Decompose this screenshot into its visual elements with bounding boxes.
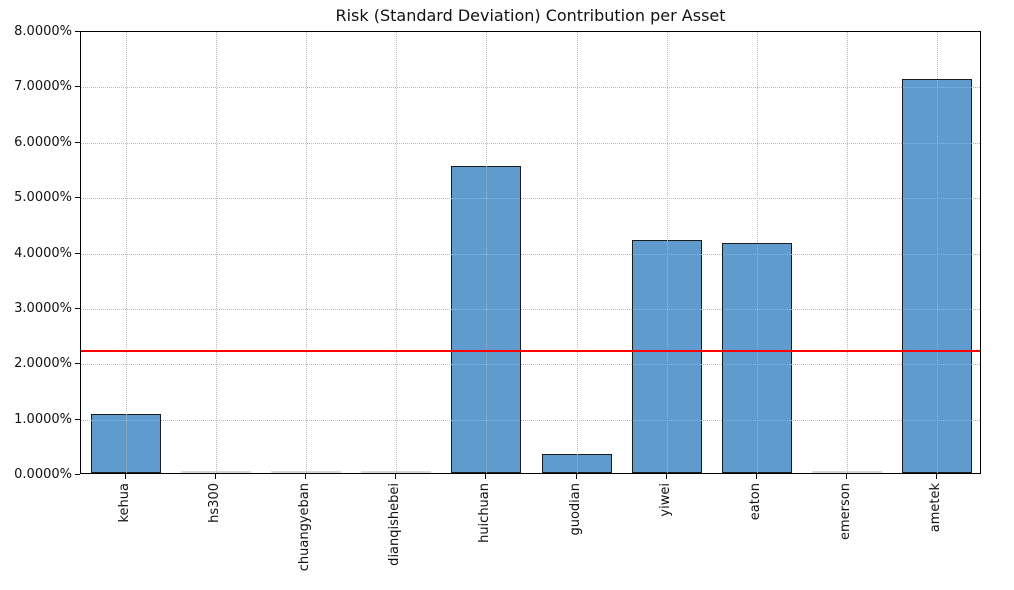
vertical-gridline xyxy=(756,32,758,473)
y-tick-mark xyxy=(75,141,80,143)
horizontal-gridline xyxy=(81,308,980,310)
vertical-gridline xyxy=(846,32,848,473)
chart-title: Risk (Standard Deviation) Contribution p… xyxy=(335,6,726,25)
x-tick-label-guodian: guodian xyxy=(567,483,583,536)
y-tick-label: 6.0000% xyxy=(14,134,72,150)
x-tick-label-dianqishebei: dianqishebei xyxy=(387,483,403,566)
x-tick-mark xyxy=(395,474,397,479)
x-tick-label-chuangyeban: chuangyeban xyxy=(297,483,313,572)
plot-area xyxy=(80,31,981,474)
y-tick-mark xyxy=(75,197,80,199)
y-tick-mark xyxy=(75,474,80,475)
x-tick-mark xyxy=(935,474,937,479)
y-tick-mark xyxy=(75,31,80,32)
vertical-gridline xyxy=(576,32,578,473)
y-tick-mark xyxy=(75,307,80,309)
horizontal-gridline xyxy=(81,142,980,144)
x-tick-label-kehua: kehua xyxy=(117,483,132,523)
vertical-gridline xyxy=(666,32,668,473)
horizontal-gridline xyxy=(81,253,980,255)
y-tick-mark xyxy=(75,363,80,365)
y-tick-mark xyxy=(75,86,80,88)
mean-risk-line xyxy=(81,349,980,352)
x-tick-mark xyxy=(575,474,577,479)
vertical-gridline xyxy=(486,32,488,473)
y-tick-label: 3.0000% xyxy=(14,300,72,316)
x-tick-mark xyxy=(755,474,757,479)
x-tick-mark xyxy=(215,474,217,479)
x-tick-mark xyxy=(665,474,667,479)
x-tick-mark xyxy=(485,474,487,479)
y-tick-label: 7.0000% xyxy=(14,79,72,95)
horizontal-gridline xyxy=(81,419,980,421)
y-tick-mark xyxy=(75,418,80,420)
vertical-gridline xyxy=(936,32,938,473)
x-tick-mark xyxy=(305,474,307,479)
y-tick-label: 4.0000% xyxy=(14,245,72,261)
horizontal-gridline xyxy=(81,87,980,89)
x-tick-label-eaton: eaton xyxy=(747,483,763,521)
x-tick-label-hs300: hs300 xyxy=(207,483,223,523)
x-tick-label-yiwei: yiwei xyxy=(657,483,673,517)
y-tick-label: 1.0000% xyxy=(14,411,72,427)
x-tick-mark xyxy=(845,474,847,479)
y-tick-mark xyxy=(75,252,80,254)
vertical-gridline xyxy=(126,32,127,473)
horizontal-gridline xyxy=(81,364,980,366)
vertical-gridline xyxy=(306,32,308,473)
y-tick-label: 0.0000% xyxy=(14,467,72,482)
y-tick-label: 8.0000% xyxy=(14,24,72,39)
x-tick-label-emerson: emerson xyxy=(837,483,853,540)
x-tick-label-huichuan: huichuan xyxy=(477,483,493,543)
horizontal-gridline xyxy=(81,198,980,200)
vertical-gridline xyxy=(216,32,218,473)
y-tick-label: 5.0000% xyxy=(14,190,72,206)
x-tick-mark xyxy=(125,474,126,479)
x-tick-label-ametek: ametek xyxy=(927,483,943,533)
y-tick-label: 2.0000% xyxy=(14,356,72,372)
vertical-gridline xyxy=(396,32,398,473)
